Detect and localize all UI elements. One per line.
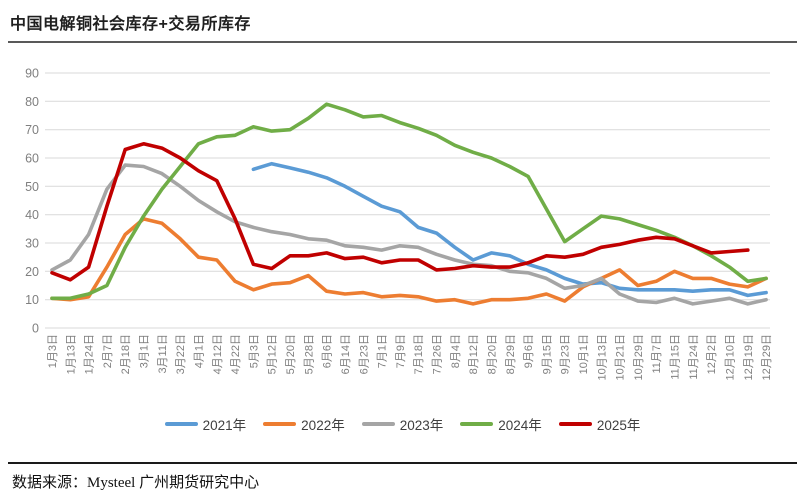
footer-divider <box>8 462 797 464</box>
y-axis-tick-label: 20 <box>25 265 39 279</box>
legend-line-swatch <box>558 421 592 427</box>
y-axis-tick-label: 60 <box>25 152 39 166</box>
x-axis-tick-label: 8月4日 <box>450 334 462 368</box>
x-axis-tick-label: 10月13日 <box>596 334 608 380</box>
x-axis-tick-label: 4月1日 <box>194 334 206 368</box>
x-axis-tick-label: 8月12日 <box>468 334 480 374</box>
x-axis-tick-label: 3月1日 <box>139 334 151 368</box>
x-axis-tick-label: 5月20日 <box>285 334 297 374</box>
legend-label: 2024年 <box>498 418 542 433</box>
y-axis-tick-label: 90 <box>25 67 39 81</box>
x-axis-tick-label: 6月23日 <box>358 334 370 374</box>
x-axis-tick-label: 6月6日 <box>322 334 334 368</box>
x-axis-tick-label: 1月24日 <box>84 334 96 374</box>
x-axis-tick-label: 9月23日 <box>560 334 572 374</box>
x-axis-tick-label: 7月26日 <box>432 334 444 374</box>
x-axis-tick-label: 10月1日 <box>578 334 590 374</box>
y-axis-tick-label: 40 <box>25 208 39 222</box>
x-axis-tick-label: 2月7日 <box>102 334 114 368</box>
legend-item: 2021年 <box>164 414 247 434</box>
legend-label: 2021年 <box>202 418 247 433</box>
x-axis-tick-label: 1月13日 <box>65 334 77 374</box>
series-line-2025年 <box>50 142 750 282</box>
x-axis-tick-label: 8月20日 <box>486 334 498 374</box>
x-axis-tick-label: 11月24日 <box>688 334 700 380</box>
legend-line-swatch <box>164 421 198 427</box>
x-axis-tick-label: 4月12日 <box>212 334 224 374</box>
x-axis-tick-label: 10月21日 <box>615 334 627 380</box>
x-axis-tick-label: 4月22日 <box>230 334 242 374</box>
x-axis-tick-label: 11月7日 <box>651 334 663 374</box>
y-axis-tick-label: 30 <box>25 237 39 251</box>
data-source: 数据来源：Mysteel 广州期货研究中心 <box>12 475 260 491</box>
x-axis-tick-label: 5月12日 <box>267 334 279 374</box>
x-axis-tick-label: 3月11日 <box>157 334 169 374</box>
legend-item: 2025年 <box>558 414 641 434</box>
x-axis-tick-label: 12月29日 <box>761 334 773 380</box>
x-axis-tick-label: 3月22日 <box>175 334 187 374</box>
legend-item: 2022年 <box>263 414 345 434</box>
y-axis-tick-label: 80 <box>25 95 39 109</box>
y-axis-tick-label: 10 <box>25 293 39 307</box>
title-divider <box>8 41 797 43</box>
x-axis-tick-label: 7月1日 <box>377 334 389 368</box>
x-axis-tick-label: 7月9日 <box>395 334 407 368</box>
y-axis-tick-label: 50 <box>25 180 39 194</box>
x-axis-tick-label: 5月28日 <box>303 334 315 374</box>
y-axis-tick-label: 70 <box>25 123 39 137</box>
x-axis-tick-label: 9月6日 <box>523 334 535 368</box>
legend-item: 2024年 <box>460 414 542 434</box>
chart-legend: 2021年 2022年 2023年 2024年 2025年 <box>0 413 805 435</box>
legend-item: 2023年 <box>361 414 444 434</box>
series-line-2021年 <box>251 161 768 298</box>
x-axis-tick-label: 11月15日 <box>670 334 682 380</box>
line-chart: 0 10 20 30 40 50 60 70 80 90 1月3日 1月13日 1月24日 2月7日 2月1… <box>25 67 773 381</box>
legend-line-swatch <box>361 421 395 427</box>
x-axis-tick-label: 12月2日 <box>706 334 718 374</box>
legend-label: 2025年 <box>596 418 641 433</box>
page-title: 中国电解铜社会库存+交易所库存 <box>10 16 251 33</box>
x-axis-tick-label: 12月19日 <box>743 334 755 380</box>
x-axis-tick-label: 10月29日 <box>633 334 645 380</box>
x-axis-tick-label: 2月18日 <box>120 334 132 374</box>
legend-label: 2022年 <box>301 418 345 433</box>
x-axis-tick-label: 9月15日 <box>541 334 553 374</box>
x-axis-tick-label: 1月3日 <box>47 334 59 368</box>
legend-line-swatch <box>263 421 297 427</box>
x-axis-tick-label: 8月29日 <box>505 334 517 374</box>
x-axis-tick-label: 7月18日 <box>413 334 425 374</box>
x-axis-tick-label: 6月14日 <box>340 334 352 374</box>
series-line-2022年 <box>50 217 768 306</box>
legend-line-swatch <box>460 421 494 427</box>
series-line-2024年 <box>50 102 768 301</box>
legend-label: 2023年 <box>399 418 444 433</box>
x-axis-tick-label: 12月10日 <box>725 334 737 380</box>
y-axis-tick-label: 0 <box>32 322 39 336</box>
x-axis-tick-label: 5月3日 <box>248 334 260 368</box>
